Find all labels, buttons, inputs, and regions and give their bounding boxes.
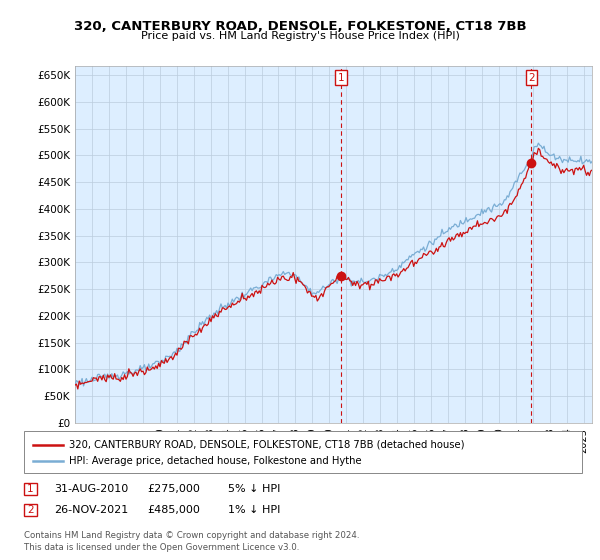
Text: 2: 2 xyxy=(27,505,34,515)
Text: 31-AUG-2010: 31-AUG-2010 xyxy=(54,484,128,494)
Text: 5% ↓ HPI: 5% ↓ HPI xyxy=(228,484,280,494)
Text: 1: 1 xyxy=(337,73,344,83)
Text: £485,000: £485,000 xyxy=(147,505,200,515)
Text: 2: 2 xyxy=(528,73,535,83)
Text: 320, CANTERBURY ROAD, DENSOLE, FOLKESTONE, CT18 7BB: 320, CANTERBURY ROAD, DENSOLE, FOLKESTON… xyxy=(74,20,526,32)
Text: HPI: Average price, detached house, Folkestone and Hythe: HPI: Average price, detached house, Folk… xyxy=(69,456,362,466)
Text: 26-NOV-2021: 26-NOV-2021 xyxy=(54,505,128,515)
Text: 1% ↓ HPI: 1% ↓ HPI xyxy=(228,505,280,515)
Text: 1: 1 xyxy=(27,484,34,494)
Text: Price paid vs. HM Land Registry's House Price Index (HPI): Price paid vs. HM Land Registry's House … xyxy=(140,31,460,41)
Text: £275,000: £275,000 xyxy=(147,484,200,494)
Text: Contains HM Land Registry data © Crown copyright and database right 2024.
This d: Contains HM Land Registry data © Crown c… xyxy=(24,531,359,552)
Text: 320, CANTERBURY ROAD, DENSOLE, FOLKESTONE, CT18 7BB (detached house): 320, CANTERBURY ROAD, DENSOLE, FOLKESTON… xyxy=(69,440,464,450)
